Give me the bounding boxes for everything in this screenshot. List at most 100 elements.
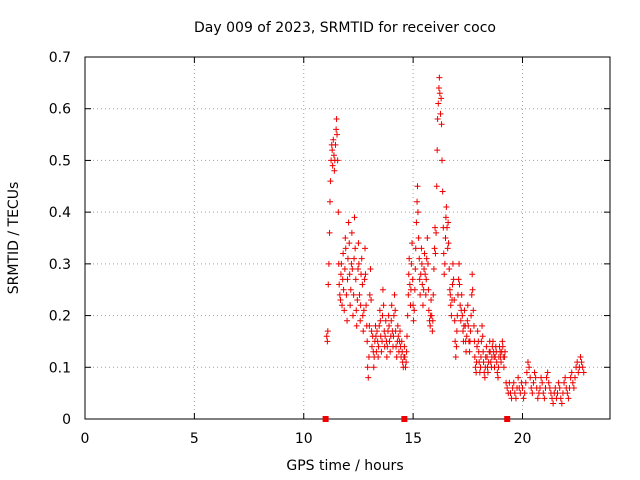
- data-point: [444, 224, 451, 231]
- y-tick-label: 0.5: [49, 153, 71, 169]
- data-point: [479, 333, 486, 340]
- data-point: [360, 328, 367, 335]
- data-point: [367, 266, 374, 273]
- data-point: [499, 338, 506, 345]
- data-point: [348, 260, 355, 267]
- data-point: [524, 359, 531, 366]
- data-point: [422, 271, 429, 278]
- data-point: [515, 374, 522, 381]
- data-point: [466, 348, 473, 355]
- data-point: [544, 369, 551, 376]
- data-point: [423, 255, 430, 262]
- data-point: [558, 400, 565, 407]
- data-point: [434, 147, 441, 154]
- data-point: [468, 312, 475, 319]
- data-point: [452, 353, 459, 360]
- data-point: [360, 307, 367, 314]
- data-point: [575, 369, 582, 376]
- data-point: [441, 271, 448, 278]
- data-point: [471, 353, 478, 360]
- data-point: [376, 322, 383, 329]
- data-point: [340, 286, 347, 293]
- data-point: [434, 116, 441, 123]
- data-point: [529, 390, 536, 397]
- data-point: [504, 384, 511, 391]
- data-point: [541, 395, 548, 402]
- data-point: [449, 260, 456, 267]
- data-point: [510, 379, 517, 386]
- data-point: [453, 328, 460, 335]
- data-point: [460, 328, 466, 335]
- data-point: [495, 364, 502, 371]
- data-point: [341, 266, 348, 273]
- data-point: [543, 374, 550, 381]
- data-point: [324, 328, 331, 335]
- data-point: [380, 302, 387, 309]
- data-point: [439, 157, 445, 164]
- data-point: [346, 271, 353, 278]
- data-point: [520, 395, 527, 402]
- data-point: [353, 307, 360, 314]
- data-point: [480, 359, 487, 366]
- data-point: [565, 395, 572, 402]
- data-point: [430, 266, 437, 273]
- data-point: [375, 343, 382, 350]
- data-point: [337, 297, 344, 304]
- data-point: [495, 374, 501, 381]
- data-point: [330, 136, 337, 143]
- data-point: [357, 302, 364, 309]
- x-tick-label: 20: [514, 431, 532, 447]
- data-point: [554, 390, 561, 397]
- data-point: [374, 328, 381, 335]
- data-point: [414, 209, 421, 216]
- data-point: [435, 85, 442, 92]
- data-point: [421, 250, 428, 257]
- data-point: [353, 322, 360, 329]
- data-point: [432, 250, 439, 257]
- axis-ticks: 0 0.1 0.2 0.3 0.4 0.5 0.6 0.7 0 5 10 15 20: [49, 50, 610, 447]
- data-point: [347, 286, 354, 293]
- baseline-marker: [504, 416, 511, 422]
- data-point: [397, 328, 403, 335]
- data-point: [410, 302, 417, 309]
- x-tick-label: 15: [404, 431, 422, 447]
- data-point: [458, 291, 465, 298]
- data-point: [436, 74, 443, 81]
- data-point: [336, 291, 343, 298]
- data-point: [424, 235, 431, 241]
- data-points: [323, 74, 587, 407]
- data-point: [489, 338, 496, 345]
- data-point: [446, 286, 453, 293]
- data-point: [457, 317, 464, 324]
- data-point: [422, 291, 429, 298]
- data-point: [359, 281, 366, 288]
- data-point: [329, 147, 336, 154]
- data-point: [409, 240, 416, 247]
- data-point: [341, 307, 348, 314]
- data-point: [453, 343, 460, 350]
- data-point: [344, 255, 351, 262]
- data-point: [325, 260, 332, 267]
- data-point: [336, 281, 343, 288]
- data-point: [368, 297, 375, 304]
- chart-title: Day 009 of 2023, SRMTID for receiver coc…: [194, 20, 496, 36]
- baseline-markers: [322, 416, 511, 422]
- data-point: [351, 255, 358, 262]
- data-point: [463, 333, 470, 340]
- data-point: [464, 302, 471, 309]
- data-point: [523, 369, 530, 376]
- data-point: [446, 266, 453, 273]
- data-point: [442, 214, 449, 221]
- data-point: [431, 245, 438, 252]
- data-point: [392, 307, 399, 314]
- data-point: [530, 379, 537, 386]
- data-point: [464, 317, 471, 324]
- data-point: [539, 379, 546, 386]
- data-point: [364, 364, 371, 371]
- y-tick-label: 0.2: [49, 309, 71, 325]
- data-point: [379, 286, 386, 293]
- x-tick-label: 0: [81, 431, 90, 447]
- data-point: [417, 291, 424, 298]
- data-point: [415, 235, 422, 241]
- data-point: [521, 390, 528, 397]
